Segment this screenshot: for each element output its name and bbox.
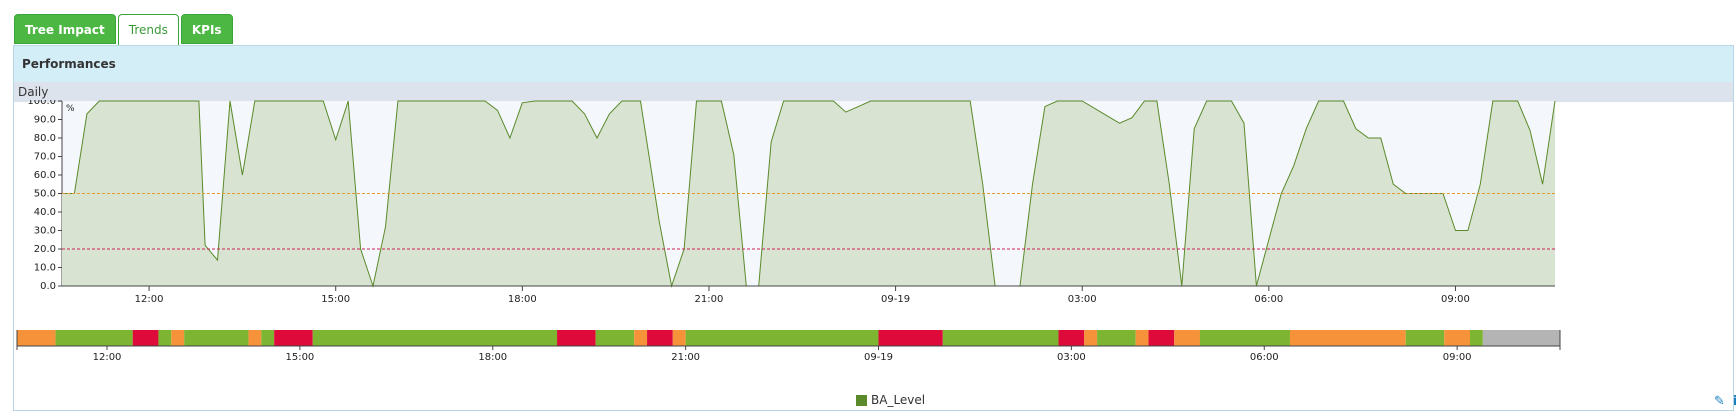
- status-segment: [248, 330, 262, 346]
- y-tick-label: 80.0: [34, 133, 56, 144]
- y-tick-label: 70.0: [34, 152, 56, 163]
- info-icon[interactable]: i: [1732, 394, 1736, 409]
- status-segment: [1058, 330, 1085, 346]
- y-axis-label: %: [66, 104, 75, 114]
- status-segment: [184, 330, 249, 346]
- legend-label: BA_Level: [871, 393, 926, 407]
- x-tick-label: 03:00: [1068, 294, 1097, 305]
- y-tick-label: 100.0: [27, 100, 56, 107]
- x-tick-label: 18:00: [508, 294, 537, 305]
- series-line: [62, 100, 1556, 288]
- status-segment: [557, 330, 596, 346]
- status-segment: [1289, 330, 1406, 346]
- status-segment: [595, 330, 635, 346]
- period-label: Daily: [14, 82, 1733, 102]
- status-segment: [171, 330, 185, 346]
- status-segment: [1405, 330, 1445, 346]
- tab-trends[interactable]: Trends: [117, 14, 179, 46]
- y-tick-label: 20.0: [34, 244, 56, 255]
- edit-icon[interactable]: ✎: [1714, 394, 1725, 409]
- status-tick-label: 15:00: [285, 352, 314, 363]
- y-tick-label: 90.0: [34, 115, 56, 126]
- tab-kpis[interactable]: KPIs: [180, 14, 233, 44]
- panel-title: Performances: [14, 46, 1733, 82]
- status-segment: [1084, 330, 1098, 346]
- x-tick-label: 06:00: [1254, 294, 1283, 305]
- status-segment: [1097, 330, 1136, 346]
- status-segment: [1444, 330, 1470, 346]
- status-segment: [1174, 330, 1200, 346]
- status-tick-label: 06:00: [1250, 352, 1279, 363]
- status-tick-label: 03:00: [1057, 352, 1086, 363]
- status-segment: [55, 330, 133, 346]
- status-segment: [1469, 330, 1483, 346]
- x-tick-label: 15:00: [321, 294, 350, 305]
- tab-tree-impact[interactable]: Tree Impact: [14, 14, 116, 44]
- status-tick-label: 18:00: [478, 352, 507, 363]
- status-segment: [1199, 330, 1290, 346]
- chart-legend[interactable]: BA_Level: [856, 393, 925, 407]
- chart-tools: ✎ i: [1714, 394, 1736, 409]
- status-segment: [1135, 330, 1149, 346]
- status-segment: [647, 330, 673, 346]
- status-segment: [132, 330, 159, 346]
- status-tick-label: 12:00: [93, 352, 122, 363]
- status-segment: [17, 330, 56, 346]
- status-segment: [261, 330, 275, 346]
- status-segment: [158, 330, 172, 346]
- y-tick-label: 0.0: [40, 281, 56, 292]
- status-segment: [672, 330, 686, 346]
- status-segment: [1148, 330, 1175, 346]
- x-tick-label: 21:00: [695, 294, 724, 305]
- x-tick-label: 12:00: [135, 294, 164, 305]
- y-tick-label: 10.0: [34, 263, 56, 274]
- x-tick-label: 09:00: [1441, 294, 1470, 305]
- performance-chart: 100.0 90.0 80.0 70.0 60.0 50.0 40.0 30.0 20.0 10.…: [16, 100, 1561, 363]
- status-segment: [878, 330, 943, 346]
- y-tick-label: 40.0: [34, 207, 56, 218]
- x-tick-label: 09-19: [881, 294, 910, 305]
- status-segment: [685, 330, 879, 346]
- status-tick-label: 09-19: [864, 352, 893, 363]
- y-tick-label: 50.0: [34, 189, 56, 200]
- status-tick-label: 09:00: [1443, 352, 1472, 363]
- status-tick-label: 21:00: [671, 352, 700, 363]
- status-segment: [312, 330, 558, 346]
- status-segment: [634, 330, 648, 346]
- status-segment: [1482, 330, 1560, 346]
- tab-bar: Tree Impact Trends KPIs: [14, 14, 233, 46]
- legend-swatch: [856, 394, 867, 406]
- status-segment: [942, 330, 1059, 346]
- y-tick-label: 60.0: [34, 170, 56, 181]
- y-tick-label: 30.0: [34, 226, 56, 237]
- status-segment: [274, 330, 313, 346]
